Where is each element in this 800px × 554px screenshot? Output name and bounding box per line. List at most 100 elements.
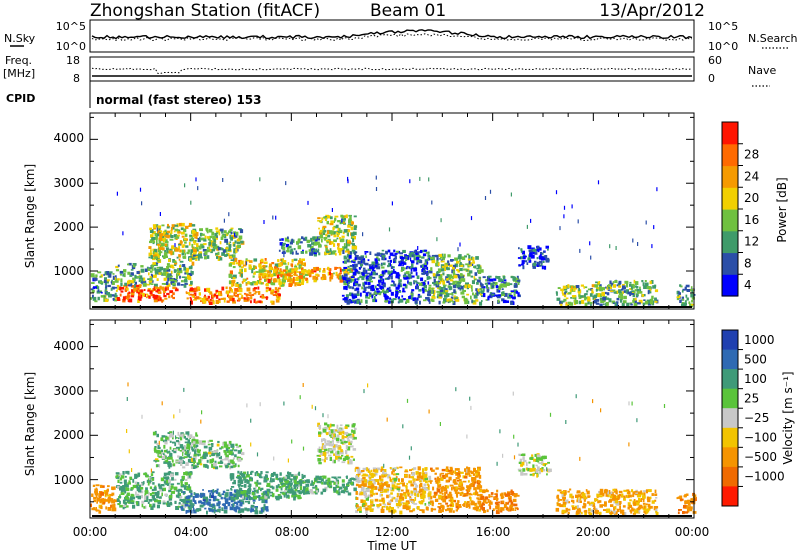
- range-gate-cell: [376, 505, 380, 509]
- range-gate-cell: [163, 255, 166, 259]
- range-gate-cell: [565, 303, 569, 306]
- range-gate-cell: [237, 284, 241, 289]
- range-gate-cell: [520, 249, 523, 253]
- range-gate-cell: [169, 238, 174, 241]
- freq-unit: [MHz]: [3, 67, 35, 80]
- range-gate-cell: [363, 483, 367, 487]
- range-gate-cell: [248, 294, 252, 296]
- range-gate-cell: [460, 483, 464, 487]
- range-gate-cell: [432, 281, 434, 284]
- range-gate-cell: [234, 288, 238, 292]
- range-gate-cell: [213, 507, 216, 512]
- range-gate-cell: [448, 476, 452, 481]
- range-gate-cell: [460, 471, 464, 474]
- range-gate-cell: [199, 463, 203, 466]
- range-gate-cell: [488, 275, 492, 278]
- range-gate-cell: [477, 494, 480, 497]
- range-gate-cell: [330, 230, 334, 235]
- range-gate-cell: [164, 269, 168, 273]
- range-gate-cell: [258, 269, 263, 273]
- range-gate-cell: [239, 499, 243, 503]
- range-gate-cell: [413, 487, 417, 492]
- range-gate-cell: [157, 483, 161, 487]
- range-gate-cell: [394, 294, 398, 297]
- range-gate-cell: [99, 275, 102, 278]
- range-gate-cell: [372, 492, 375, 496]
- range-gate-cell: [440, 486, 444, 490]
- range-gate-cell: [145, 475, 149, 478]
- range-gate-cell: [253, 258, 258, 262]
- range-gate-cell: [176, 489, 180, 492]
- range-gate-cell: [453, 500, 456, 503]
- range-gate-cell: [100, 505, 103, 510]
- range-gate-cell: [368, 505, 372, 509]
- range-gate-cell: [474, 470, 479, 474]
- range-gate-cell: [145, 296, 148, 299]
- range-gate-cell: [444, 294, 448, 298]
- range-gate-cell: [163, 268, 166, 272]
- range-gate-cell: [427, 293, 431, 296]
- range-gate-cell: [540, 254, 542, 259]
- range-gate-cell: [382, 500, 385, 505]
- range-gate-cell: [104, 271, 109, 275]
- range-gate-cell: [350, 445, 354, 448]
- range-gate-cell: [446, 485, 449, 489]
- range-gate-cell: [343, 266, 348, 269]
- range-gate-cell: [198, 245, 202, 250]
- range-gate-cell: [299, 275, 304, 279]
- range-gate-cell: [157, 445, 160, 449]
- range-gate-cell: [437, 293, 441, 297]
- range-gate-cell: [198, 440, 202, 443]
- range-gate-cell: [298, 278, 301, 283]
- range-gate-cell: [152, 503, 156, 508]
- range-gate-cell: [388, 227, 391, 232]
- range-gate-cell: [616, 290, 619, 294]
- range-gate-cell: [362, 476, 366, 480]
- range-gate-cell: [175, 506, 179, 510]
- range-gate-cell: [95, 274, 98, 278]
- range-gate-cell: [547, 248, 549, 251]
- range-gate-cell: [172, 296, 175, 300]
- range-gate-cell: [177, 505, 180, 508]
- range-gate-cell: [292, 273, 295, 276]
- range-gate-cell: [179, 496, 183, 498]
- range-gate-cell: [504, 292, 508, 297]
- range-gate-cell: [362, 501, 366, 505]
- range-gate-cell: [684, 302, 687, 306]
- range-gate-cell: [413, 267, 418, 272]
- range-gate-cell: [153, 254, 157, 258]
- range-gate-cell: [346, 484, 350, 487]
- range-gate-cell: [320, 432, 323, 435]
- range-gate-cell: [460, 481, 463, 486]
- range-gate-cell: [90, 273, 95, 277]
- range-gate-cell: [107, 496, 111, 500]
- range-gate-cell: [208, 229, 213, 233]
- range-gate-cell: [396, 492, 400, 496]
- range-gate-cell: [448, 491, 452, 495]
- range-gate-cell: [194, 251, 197, 254]
- range-gate-cell: [333, 243, 336, 247]
- range-gate-cell: [329, 485, 332, 488]
- range-gate-cell: [457, 487, 461, 490]
- range-gate-cell: [243, 484, 246, 488]
- range-gate-cell: [238, 259, 242, 263]
- range-gate-cell: [395, 250, 399, 253]
- range-gate-cell: [440, 472, 444, 475]
- range-gate-cell: [389, 467, 392, 469]
- range-gate-cell: [184, 253, 186, 256]
- range-gate-cell: [618, 295, 621, 299]
- range-gate-cell: [391, 480, 394, 485]
- range-gate-cell: [194, 450, 197, 455]
- range-gate-cell: [436, 290, 440, 293]
- range-gate-cell: [471, 477, 474, 481]
- range-gate-cell: [264, 490, 267, 494]
- range-gate-cell: [114, 299, 117, 302]
- range-gate-cell: [119, 293, 122, 297]
- range-gate-cell: [347, 492, 352, 496]
- range-gate-cell: [405, 504, 409, 508]
- range-gate-cell: [149, 239, 154, 242]
- range-gate-cell: [187, 498, 191, 501]
- range-gate-cell: [600, 287, 603, 292]
- range-gate-cell: [138, 275, 143, 280]
- range-gate-cell: [478, 270, 482, 274]
